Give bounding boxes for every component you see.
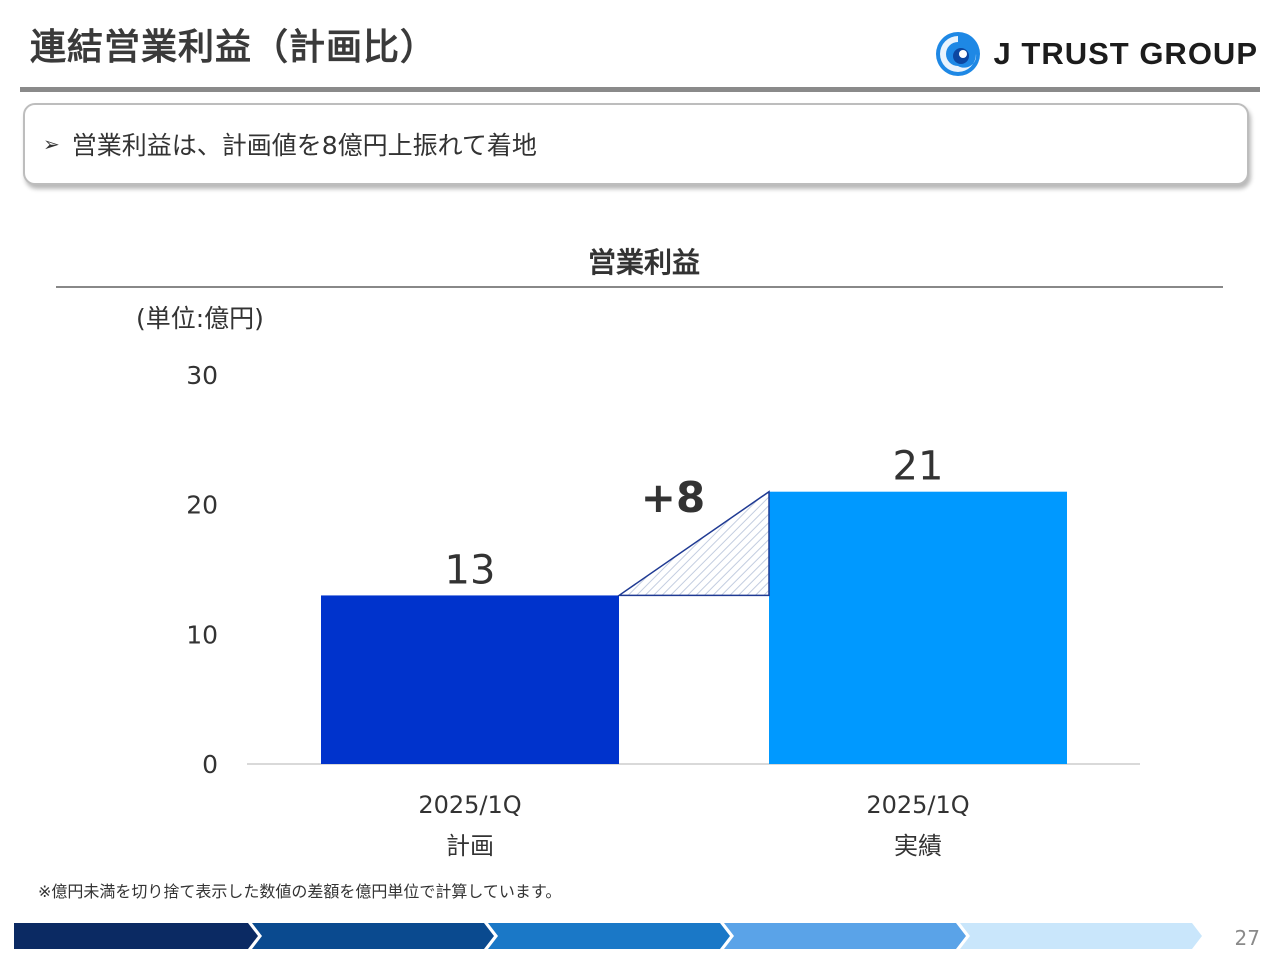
progress-arrow-segment xyxy=(488,923,730,949)
summary-text: 営業利益は、計画値を8億円上振れて着地 xyxy=(71,131,537,160)
summary-box: ➢ 営業利益は、計画値を8億円上振れて着地 xyxy=(23,103,1249,185)
x-tick-label: 計画 xyxy=(446,832,494,860)
page-title: 連結営業利益（計画比） xyxy=(30,27,438,68)
x-tick-label: 2025/1Q xyxy=(418,791,521,819)
difference-wedge xyxy=(616,490,770,597)
bar xyxy=(321,595,619,764)
progress-arrow-segment xyxy=(724,923,966,949)
logo-swirl-icon xyxy=(935,32,980,76)
arrow-bullet-icon: ➢ xyxy=(43,132,60,156)
footnote: ※億円未満を切り捨て表示した数値の差額を億円単位で計算しています。 xyxy=(38,882,562,901)
x-tick-label: 実績 xyxy=(894,832,942,860)
progress-arrow-segment xyxy=(960,923,1202,949)
data-label: 21 xyxy=(893,444,944,490)
bar xyxy=(769,491,1067,764)
y-tick-label: 20 xyxy=(186,491,218,520)
progress-arrow-segment xyxy=(252,923,494,949)
data-label: 13 xyxy=(445,547,496,593)
chart-title: 営業利益 xyxy=(588,246,700,279)
bottom-progress-arrows xyxy=(14,923,1202,949)
title-divider xyxy=(20,87,1260,92)
unit-label: (単位:億円) xyxy=(136,304,264,333)
logo-text: J TRUST GROUP xyxy=(993,36,1258,71)
page-number: 27 xyxy=(1234,926,1260,950)
difference-label: +8 xyxy=(641,473,705,522)
y-tick-label: 0 xyxy=(202,750,218,779)
operating-income-chart: 営業利益 (単位:億円) 0 10 20 30 13 2025/1Q 計画 21 2025/1Q 実績… xyxy=(56,246,1223,860)
x-tick-label: 2025/1Q xyxy=(866,791,969,819)
progress-arrow-segment xyxy=(14,923,258,949)
y-tick-label: 10 xyxy=(186,620,218,649)
company-logo: J TRUST GROUP xyxy=(934,30,1258,78)
y-tick-label: 30 xyxy=(186,361,218,390)
